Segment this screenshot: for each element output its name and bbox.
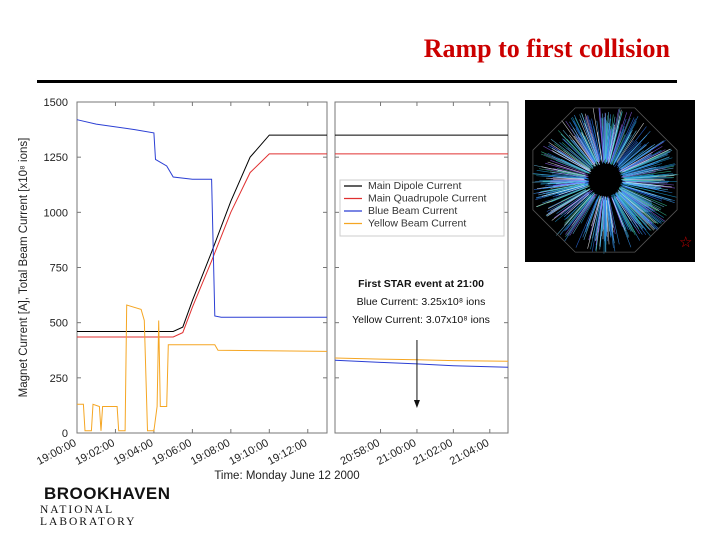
y-axis-label: Magnet Current [A], Total Beam Current [… (18, 138, 30, 398)
x-tick-label: 19:06:00 (150, 437, 193, 468)
logo-national-laboratory-text: NATIONAL LABORATORY (40, 504, 137, 528)
x-tick-label: 19:12:00 (266, 437, 309, 468)
plot-panel-left (76, 101, 328, 434)
legend-entry: Main Quadrupole Current (368, 193, 487, 205)
x-tick-label: 19:04:00 (112, 437, 155, 468)
logo-brookhaven-text: BROOKHAVEN (44, 484, 171, 503)
x-tick-label: 19:10:00 (227, 437, 270, 468)
legend-entry: Yellow Beam Current (368, 218, 466, 230)
event-arrow-head (413, 400, 420, 408)
brookhaven-logo: BROOKHAVEN NATIONAL LABORATORY (40, 484, 200, 528)
y-tick-label: 500 (50, 318, 68, 330)
series-line-main-dipole-current (77, 134, 327, 332)
star-collision-event-image: ☆ (525, 100, 695, 262)
title-divider (37, 80, 677, 83)
x-tick-label: 21:02:00 (411, 437, 454, 468)
annotation-text: Yellow Current: 3.07x10⁸ ions (352, 314, 490, 326)
y-tick-label: 750 (50, 263, 68, 275)
series-line-blue-beam-current (76, 119, 327, 318)
x-tick-label: 19:00:00 (35, 437, 78, 468)
y-tick-label: 250 (50, 373, 68, 385)
x-axis-label: Time: Monday June 12 2000 (214, 470, 359, 482)
series-line-yellow-beam-current (77, 304, 328, 432)
y-tick-label: 1000 (44, 207, 68, 219)
x-tick-label: 19:02:00 (73, 437, 116, 468)
legend-box (339, 179, 505, 237)
legend-entry: Main Dipole Current (368, 180, 461, 192)
annotation-text: First STAR event at 21:00 (358, 278, 484, 290)
star-logo-icon: ☆ (679, 233, 692, 251)
slide-title: Ramp to first collision (423, 34, 670, 63)
plot-panel-right (334, 101, 509, 434)
x-tick-label: 20:58:00 (338, 437, 381, 468)
beam-current-chart: 025050075010001250150019:00:0019:02:0019… (18, 97, 509, 482)
series-line-main-quadrupole-current (77, 153, 327, 338)
x-tick-label: 21:00:00 (375, 437, 418, 468)
annotation-text: Blue Current: 3.25x10⁸ ions (357, 296, 486, 308)
x-tick-label: 19:08:00 (189, 437, 232, 468)
y-tick-label: 1500 (44, 97, 68, 109)
y-tick-label: 0 (62, 428, 68, 440)
x-tick-label: 21:04:00 (448, 437, 491, 468)
y-tick-label: 1250 (44, 152, 68, 164)
legend-entry: Blue Beam Current (368, 205, 457, 217)
